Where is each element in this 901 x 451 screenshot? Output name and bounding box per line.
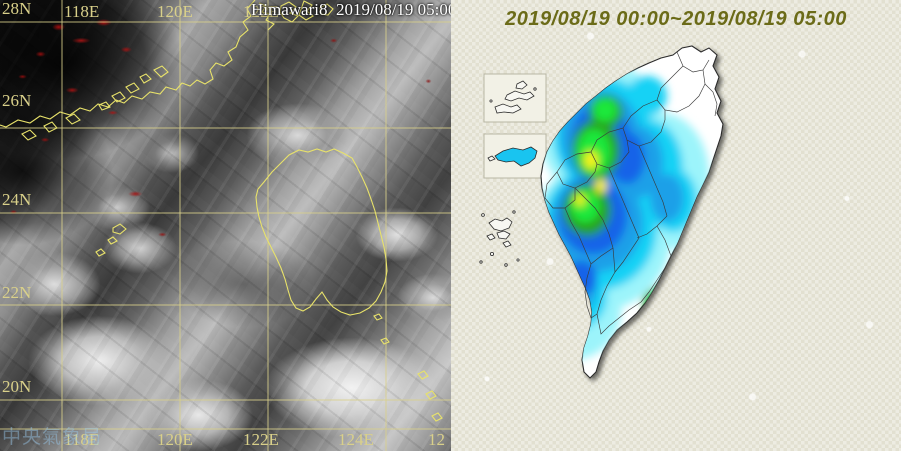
lon-labels-top: 118E 120E 122E xyxy=(64,2,279,21)
satellite-watermark: 中央氣象局 xyxy=(2,427,103,448)
lon-label-bottom-122e: 122E xyxy=(243,430,279,449)
taiwan-precipitation-map xyxy=(479,45,724,379)
lon-label-bottom-126e: 12 xyxy=(428,430,445,449)
precip-field xyxy=(541,60,713,360)
satellite-geo-overlay: 28N 26N 24N 22N 20N 118E 120E 122E 118E … xyxy=(0,0,451,451)
lat-label-24n: 24N xyxy=(2,190,31,209)
lat-label-28n: 28N xyxy=(2,0,31,18)
lat-label-20n: 20N xyxy=(2,377,31,396)
county-boundaries xyxy=(544,51,718,335)
lat-label-22n: 22N xyxy=(2,283,31,302)
lat-label-26n: 26N xyxy=(2,91,31,110)
lon-label-top-120e: 120E xyxy=(157,2,193,21)
lat-lon-grid xyxy=(0,0,451,451)
lon-label-top-122e: 122E xyxy=(243,2,279,21)
kinmen-inset xyxy=(483,133,547,179)
penghu-islands xyxy=(479,210,520,267)
lat-labels: 28N 26N 24N 22N 20N xyxy=(2,0,31,396)
satellite-panel: 28N 26N 24N 22N 20N 118E 120E 122E 118E … xyxy=(0,0,451,451)
matsu-inset xyxy=(483,73,547,123)
lon-label-bottom-118e: 118E xyxy=(64,430,99,449)
coastline-overlay xyxy=(0,0,443,422)
satellite-infrared-image xyxy=(0,0,451,451)
precipitation-panel: 2019/08/19 00:00~2019/08/19 05:00 累積雨量 A… xyxy=(451,0,901,451)
lon-label-bottom-120e: 120E xyxy=(157,430,193,449)
ir-cold-top-enhancement-layer xyxy=(0,0,451,451)
lon-label-top-118e: 118E xyxy=(64,2,99,21)
lon-label-bottom-124e: 124E xyxy=(338,430,374,449)
lon-labels-bottom: 118E 120E 122E 124E 12 xyxy=(64,430,445,449)
precip-title: 2019/08/19 00:00~2019/08/19 05:00 xyxy=(505,8,847,30)
satellite-title: Himawari8 2019/08/19 05:00 xyxy=(251,0,451,19)
